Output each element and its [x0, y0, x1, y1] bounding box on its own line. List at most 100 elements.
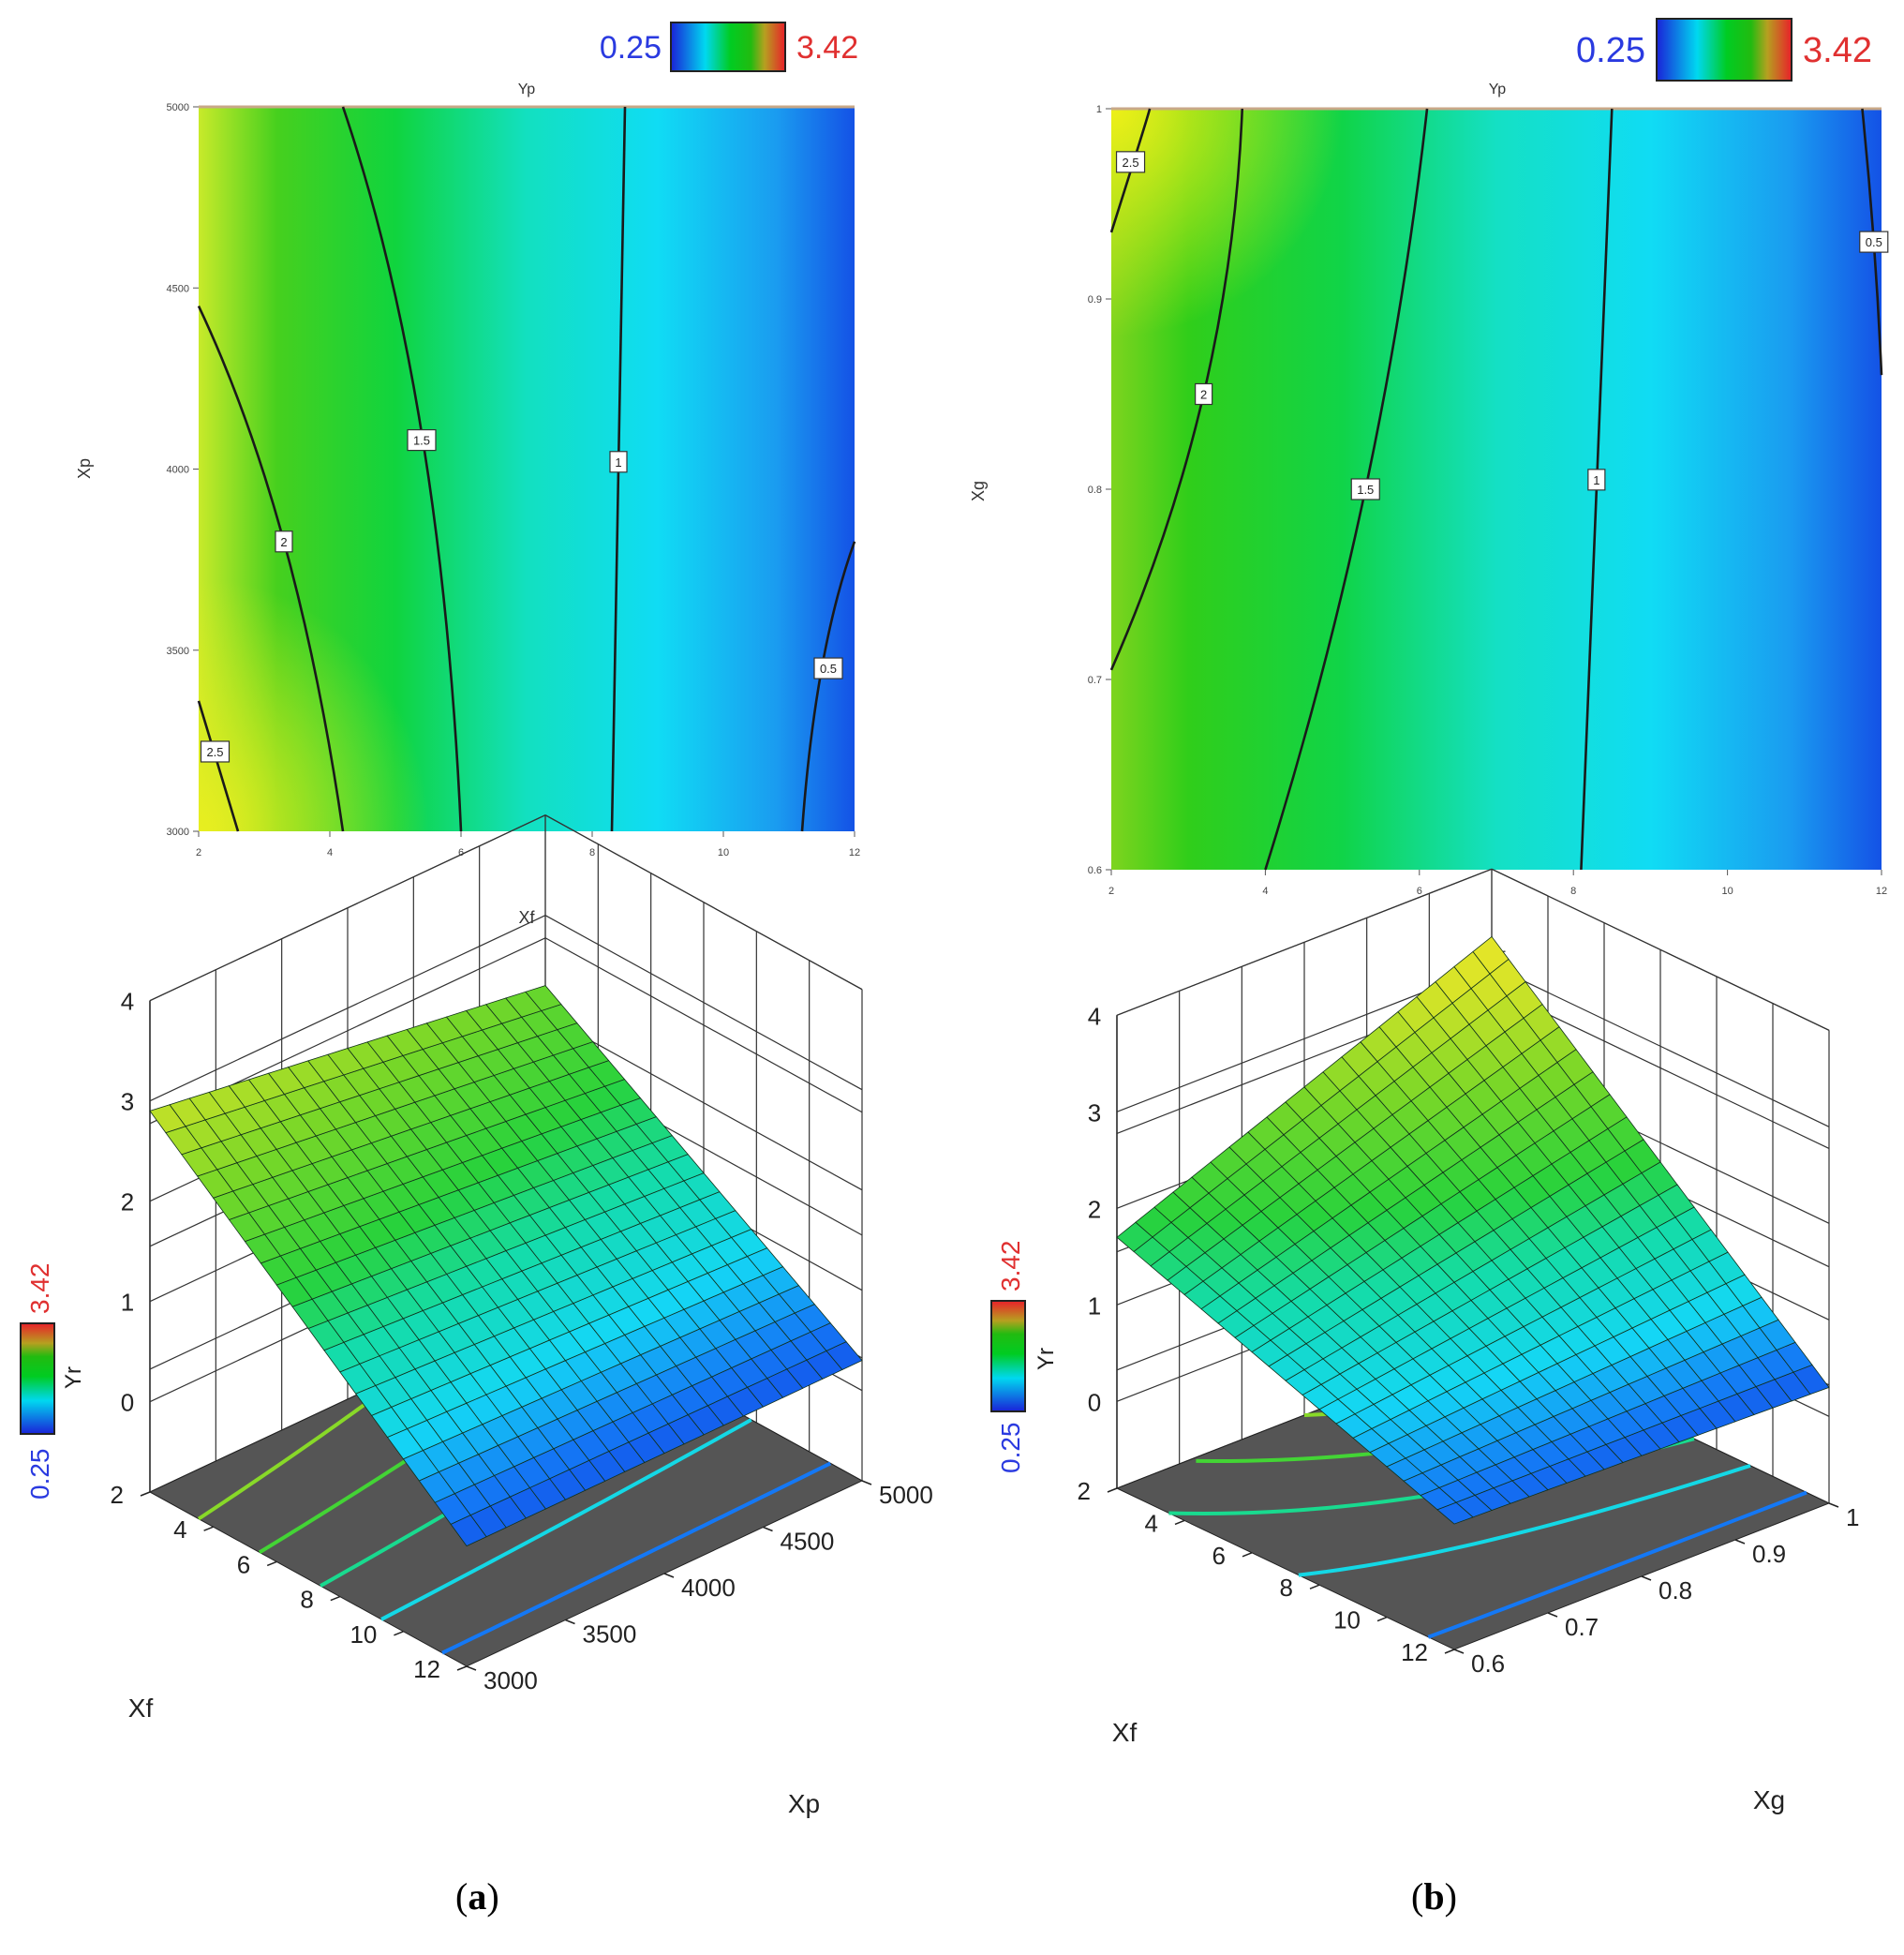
- floor-contour: [380, 1418, 752, 1621]
- colorbar-max-label: 3.42: [25, 1263, 54, 1315]
- contour-plot-a: 0.25 3.42 Yp 2.521.510.5 300035004000450…: [75, 22, 860, 927]
- contour-label-box: [1195, 382, 1213, 406]
- y-tick: [763, 1526, 773, 1532]
- grid-line: [544, 1015, 863, 1191]
- z-axis-label: Yr: [1034, 1348, 1059, 1370]
- x-axis-ticks: 2 4 6 8 10 12: [1108, 870, 1887, 897]
- y-tick-label: 5000: [879, 1481, 933, 1509]
- chart-title: Yp: [1489, 82, 1506, 97]
- grid-line: [544, 937, 863, 1113]
- y-axis-label: Xp: [788, 1789, 820, 1818]
- z-tick-label: 4: [1088, 1002, 1101, 1030]
- y-tick: [1641, 1575, 1652, 1581]
- contour-label: 0.5: [820, 662, 837, 676]
- contour-label-box: [275, 530, 293, 553]
- y-axis-label: Xg: [969, 481, 988, 501]
- contour-label: 0.5: [1866, 235, 1882, 249]
- y-tick: [1547, 1612, 1558, 1618]
- contour-plot-b: 0.25 3.42 Yp 2.5 2 1.5 1 0.5 0.6 0.7 0.8 0.9 1 2…: [969, 18, 1889, 967]
- y-tick-label: 4000: [681, 1574, 736, 1602]
- x-tick-label: 2: [1078, 1477, 1091, 1505]
- contour-label-box: [1859, 231, 1889, 253]
- x-tick-label: 4: [1145, 1509, 1158, 1537]
- response-surface: [149, 985, 863, 1547]
- contour-label-box: [1350, 478, 1380, 500]
- z-tick-label: 0: [1088, 1388, 1101, 1416]
- colorbar-min-label: 0.25: [1576, 31, 1645, 70]
- z-tick-label: 4: [121, 988, 134, 1016]
- z-axis-label: Yr: [61, 1366, 86, 1389]
- x-tick-label: 8: [1570, 886, 1576, 897]
- y-tick-label: 0.9: [1088, 294, 1102, 306]
- x-tick-label: 10: [718, 847, 729, 858]
- x-tick-label: 10: [1333, 1606, 1361, 1634]
- grid-line: [149, 814, 546, 1002]
- x-axis-ticks: 2 4 6 8 10 12: [111, 1481, 468, 1683]
- contour-label-box: [1115, 151, 1146, 173]
- y-axis-ticks: 0.6 0.7 0.8 0.9 1: [1453, 1502, 1859, 1678]
- x-tick-label: 4: [173, 1515, 186, 1544]
- contour-label: 2.5: [1123, 156, 1139, 170]
- y-tick-label: 3500: [583, 1620, 637, 1649]
- x-tick-label: 8: [1280, 1574, 1293, 1602]
- contour-label: 2.5: [206, 745, 223, 759]
- x-tick: [203, 1526, 214, 1531]
- colorbar-max-label: 3.42: [996, 1241, 1025, 1292]
- colorbar: [1656, 18, 1792, 82]
- contour-lines: 2.5 2 1.5 1 0.5: [1109, 108, 1889, 871]
- heatmap-highlight: [199, 107, 855, 831]
- x-tick-label: 4: [1262, 886, 1268, 897]
- z-axis-ticks: 0 1 2 3 4: [121, 988, 134, 1417]
- y-tick-label: 0.7: [1088, 675, 1102, 686]
- y-tick-label: 1: [1096, 104, 1102, 115]
- y-tick-label: 0.6: [1088, 865, 1102, 876]
- y-tick-label: 3000: [483, 1666, 538, 1694]
- x-tick: [266, 1560, 277, 1567]
- x-tick-label: 10: [1721, 886, 1733, 897]
- contour-label: 1: [615, 455, 621, 470]
- grid-line: [149, 915, 546, 1102]
- x-tick-label: 8: [589, 847, 595, 858]
- x-tick: [456, 1665, 468, 1671]
- plot-area: 2.5 2 1.5 1 0.5: [1109, 107, 1889, 871]
- x-tick: [140, 1491, 151, 1497]
- contour-line: [1109, 108, 1152, 233]
- contour-label: 1.5: [413, 434, 430, 448]
- y-tick-label: 3000: [167, 827, 189, 838]
- colorbar-max-label: 3.42: [796, 30, 858, 66]
- x-tick: [1376, 1616, 1388, 1622]
- y-axis-ticks: 0.6 0.7 0.8 0.9 1: [1088, 104, 1111, 876]
- y-tick-label: 0.9: [1752, 1540, 1786, 1568]
- y-tick-label: 1: [1846, 1503, 1859, 1531]
- y-axis-ticks: 3000 3500 4000 4500 5000: [167, 102, 199, 838]
- x-axis-label: Xf: [128, 1694, 154, 1723]
- x-tick: [1174, 1519, 1185, 1526]
- contour-label: 2: [280, 535, 287, 549]
- colorbar: [990, 1300, 1026, 1412]
- z-tick-label: 0: [121, 1389, 134, 1417]
- x-tick: [330, 1595, 341, 1602]
- x-tick-label: 6: [237, 1550, 250, 1578]
- contour-label-box: [1587, 469, 1606, 491]
- y-axis-label: Xp: [75, 458, 94, 479]
- colorbar-max-label: 3.42: [1803, 31, 1872, 70]
- x-tick-label: 6: [1212, 1542, 1226, 1570]
- z-tick-label: 3: [1088, 1098, 1101, 1127]
- y-tick: [861, 1480, 872, 1485]
- contour-label-box: [407, 428, 437, 452]
- grid-line: [544, 814, 863, 991]
- z-tick-label: 3: [121, 1088, 134, 1116]
- y-tick-label: 3500: [167, 646, 189, 657]
- y-tick: [663, 1573, 675, 1578]
- y-tick-label: 4000: [167, 465, 189, 476]
- y-tick: [1453, 1649, 1465, 1654]
- x-tick-label: 2: [1108, 886, 1114, 897]
- floor-contour: [1298, 1463, 1751, 1577]
- z-tick-label: 2: [1088, 1195, 1101, 1223]
- surface-cell: [1472, 935, 1510, 975]
- y-tick: [1828, 1502, 1839, 1508]
- floor-contour: [1427, 1490, 1807, 1639]
- y-tick-label: 0.6: [1471, 1649, 1505, 1678]
- grid-line: [1491, 868, 1830, 1031]
- z-tick-label: 2: [121, 1188, 134, 1216]
